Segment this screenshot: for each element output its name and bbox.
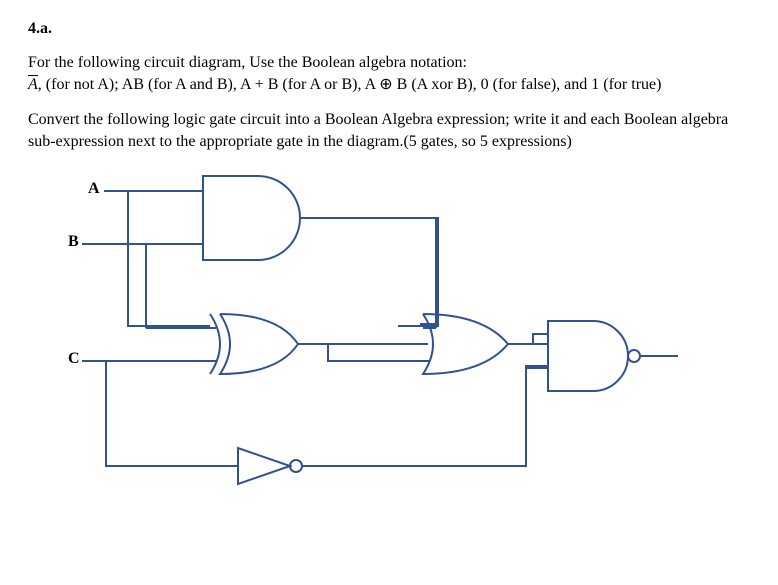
notation-rest: , (for not A); AB (for A and B), A + B (… [38, 76, 662, 93]
intro-paragraph: For the following circuit diagram, Use t… [28, 52, 750, 95]
question-number: 4.a. [28, 20, 750, 38]
intro-line: For the following circuit diagram, Use t… [28, 54, 467, 71]
circuit-diagram: A B C [28, 166, 748, 506]
task-paragraph: Convert the following logic gate circuit… [28, 109, 750, 152]
circuit-svg-clean [28, 166, 748, 506]
not-a-symbol: A [28, 74, 38, 96]
